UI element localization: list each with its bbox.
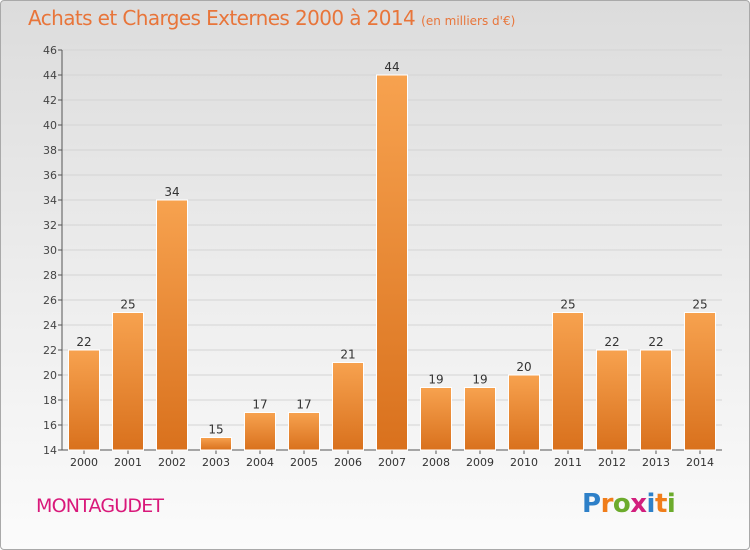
- data-label-2000: 22: [76, 335, 91, 349]
- label-layer: 22 25 34 15 17 17 21 44 19 19 20 25 22 22 25: [76, 60, 707, 437]
- bar-2008: [420, 387, 452, 451]
- x-tick-label-2008: 2008: [422, 456, 450, 469]
- data-label-2004: 17: [252, 398, 267, 412]
- data-label-2013: 22: [648, 335, 663, 349]
- y-tick-label: 46: [43, 44, 57, 57]
- logo-letter: o: [612, 489, 631, 519]
- data-label-2014: 25: [692, 298, 707, 312]
- logo-letter: x: [630, 489, 647, 519]
- x-tick-label-2004: 2004: [246, 456, 274, 469]
- y-tick-label: 28: [43, 269, 57, 282]
- y-tick-label: 24: [43, 319, 57, 332]
- town-name: MONTAGUDET: [36, 495, 164, 517]
- y-tick-label: 34: [43, 194, 57, 207]
- bar-2003: [200, 437, 232, 451]
- logo-letter: t: [654, 489, 667, 519]
- y-tick-label: 18: [43, 394, 57, 407]
- data-label-2010: 20: [516, 360, 531, 374]
- bar-2013: [640, 349, 672, 451]
- chart-title: Achats et Charges Externes 2000 à 2014 (e…: [28, 6, 515, 30]
- x-tick-label-2007: 2007: [378, 456, 406, 469]
- y-tick-label: 20: [43, 369, 57, 382]
- y-tick-label: 14: [43, 444, 57, 457]
- x-tick-label-2002: 2002: [158, 456, 186, 469]
- data-label-2011: 25: [560, 298, 575, 312]
- bar-2007: [376, 74, 408, 451]
- x-tick-label-2011: 2011: [554, 456, 582, 469]
- bar-2005: [288, 412, 320, 451]
- proxiti-logo: Proxiti: [582, 489, 676, 519]
- data-label-2002: 34: [164, 185, 179, 199]
- y-tick-label: 32: [43, 219, 57, 232]
- x-tick-label-2009: 2009: [466, 456, 494, 469]
- y-tick-label: 26: [43, 294, 57, 307]
- data-label-2007: 44: [384, 60, 399, 74]
- x-tick-label-2013: 2013: [642, 456, 670, 469]
- data-label-2003: 15: [208, 423, 223, 437]
- bar-2012: [596, 349, 628, 451]
- y-tick-label: 30: [43, 244, 57, 257]
- x-tick-label-2003: 2003: [202, 456, 230, 469]
- x-tick-label-2012: 2012: [598, 456, 626, 469]
- y-tick-label: 36: [43, 169, 57, 182]
- x-tick-label-2005: 2005: [290, 456, 318, 469]
- logo-letter: r: [600, 489, 614, 519]
- logo-letter: P: [582, 489, 601, 519]
- x-tick-label-2001: 2001: [114, 456, 142, 469]
- y-tick-label: 16: [43, 419, 57, 432]
- logo-letter: i: [666, 489, 676, 519]
- bar-2006: [332, 362, 364, 451]
- data-label-2005: 17: [296, 398, 311, 412]
- chart-title-text: Achats et Charges Externes 2000 à 2014: [28, 6, 416, 30]
- bar-layer: [68, 74, 716, 451]
- axis-layer: 14 16 18 20 22 24 26 28 30 32 34 36 38 40 42 44 46 2000 20…: [43, 44, 722, 469]
- data-label-2008: 19: [428, 373, 443, 387]
- y-tick-label: 22: [43, 344, 57, 357]
- x-tick-label-2010: 2010: [510, 456, 538, 469]
- data-label-2006: 21: [340, 348, 355, 362]
- logo-letter: i: [646, 489, 656, 519]
- y-tick-label: 42: [43, 94, 57, 107]
- bar-2014: [684, 312, 716, 451]
- bar-2002: [156, 199, 188, 451]
- chart-unit: (en milliers d'€): [421, 14, 516, 28]
- data-label-2009: 19: [472, 373, 487, 387]
- bar-2009: [464, 387, 496, 451]
- y-tick-label: 38: [43, 144, 57, 157]
- y-tick-label: 40: [43, 119, 57, 132]
- bar-2011: [552, 312, 584, 451]
- data-label-2001: 25: [120, 298, 135, 312]
- data-label-2012: 22: [604, 335, 619, 349]
- bar-2004: [244, 412, 276, 451]
- bar-2001: [112, 312, 144, 451]
- bar-2000: [68, 349, 100, 451]
- x-tick-label-2014: 2014: [686, 456, 714, 469]
- x-tick-label-2006: 2006: [334, 456, 362, 469]
- bar-2010: [508, 374, 540, 451]
- y-tick-label: 44: [43, 69, 57, 82]
- x-tick-label-2000: 2000: [70, 456, 98, 469]
